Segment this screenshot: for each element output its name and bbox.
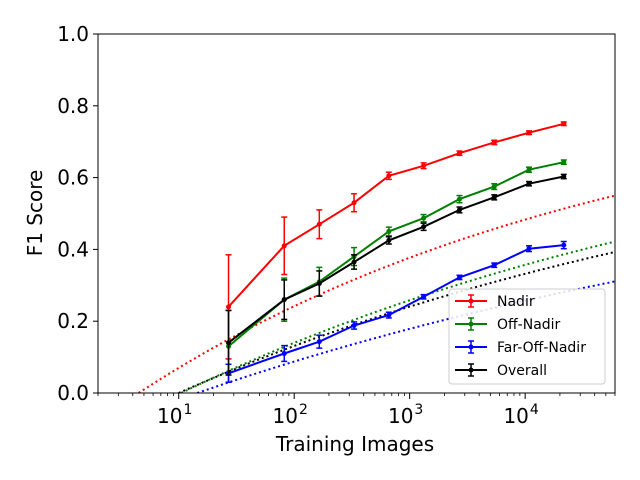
y-tick-label: 1.0 [57,22,89,46]
y-tick-label: 0.8 [57,94,89,118]
x-tick-exponent: 1 [183,402,192,418]
data-point-nadir [421,163,427,169]
data-point-far-off-nadir [456,274,462,280]
data-point-nadir [226,304,232,310]
data-point-overall [456,207,462,213]
data-point-far-off-nadir [561,242,567,248]
legend-marker-overall [468,367,474,373]
data-point-nadir [526,130,532,136]
series-line-far-off-nadir [228,244,564,375]
data-point-nadir [351,200,357,206]
data-point-overall [351,259,357,265]
legend-label-far-off-nadir: Far-Off-Nadir [497,340,586,356]
legend-marker-nadir [468,298,474,304]
data-point-overall [226,340,232,346]
data-point-overall [491,194,497,200]
data-point-far-off-nadir [491,262,497,268]
data-point-off-nadir [421,215,427,221]
data-point-nadir [491,139,497,145]
data-point-far-off-nadir [421,294,427,300]
data-point-far-off-nadir [316,339,322,345]
x-tick-exponent: 4 [530,402,539,418]
data-point-nadir [386,173,392,179]
series-line-overall [227,175,565,344]
data-point-off-nadir [491,184,497,190]
data-point-far-off-nadir [281,351,287,357]
x-axis-label: Training Images [275,432,434,456]
plot-frame [97,33,616,394]
data-point-nadir [456,150,462,156]
data-point-overall [316,281,322,287]
data-point-off-nadir [386,228,392,234]
data-point-overall [281,297,287,303]
legend-marker-off-nadir [468,321,474,327]
fit-line-off-nadir [180,240,615,393]
legend-box [448,288,606,385]
y-axis-label: F1 Score [23,170,47,257]
legend-marker-far-off-nadir [468,344,474,350]
y-tick-label: 0.2 [57,309,89,333]
x-tick-label: 101 [157,402,192,428]
x-tick-exponent: 2 [299,402,308,418]
y-tick-label: 0.6 [57,166,89,190]
data-point-off-nadir [456,196,462,202]
data-point-off-nadir [561,159,567,165]
data-point-overall [421,224,427,230]
data-point-far-off-nadir [351,323,357,329]
legend-label-nadir: Nadir [497,294,535,310]
y-tick-label: 0.0 [57,381,89,405]
fit-line-nadir [138,194,615,393]
data-point-overall [386,237,392,243]
data-point-nadir [561,121,567,127]
data-point-far-off-nadir [386,312,392,318]
x-tick-exponent: 3 [414,402,423,418]
legend-label-overall: Overall [497,363,547,379]
y-tick-label: 0.4 [57,237,89,261]
data-point-far-off-nadir [526,246,532,252]
legend: Nadir Off-Nadir Far-Off-Nadir Overall [448,288,606,385]
data-point-off-nadir [526,167,532,173]
data-point-overall [561,174,567,180]
series-group [225,121,567,383]
data-point-nadir [316,221,322,227]
legend-label-off-nadir: Off-Nadir [497,317,561,333]
series-line-nadir [227,122,565,308]
data-point-overall [526,181,532,187]
data-point-nadir [281,243,287,249]
